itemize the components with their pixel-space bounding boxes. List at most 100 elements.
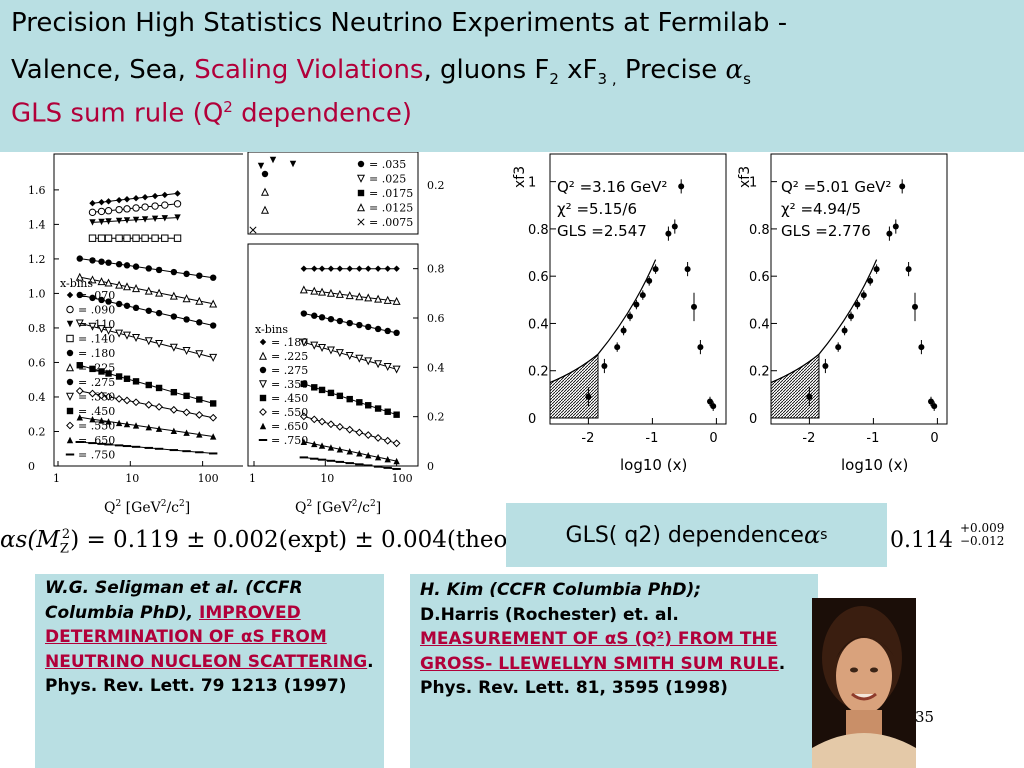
legend-marker: [65, 392, 75, 401]
legend-entry: = .070: [78, 289, 115, 302]
data-point: [89, 219, 96, 226]
title-gls-sum-rule: GLS sum rule (Q: [11, 98, 224, 129]
inset-point: [289, 160, 297, 168]
data-point: [183, 429, 190, 436]
data-point: [848, 313, 854, 320]
data-point: [678, 183, 685, 190]
formula-mz-square: 2: [61, 527, 71, 543]
chi2-annotation: χ² =5.15/6: [557, 200, 637, 218]
legend-marker: [357, 189, 365, 197]
data-point: [145, 265, 152, 272]
data-point: [75, 387, 84, 395]
data-point: [97, 234, 106, 242]
data-point: [299, 285, 308, 294]
data-point: [132, 334, 141, 343]
gls-annotation: GLS =2.776: [781, 222, 871, 240]
data-point: [335, 289, 344, 298]
inset-point: [269, 156, 277, 164]
legend-entry: = .550: [78, 420, 115, 433]
y-tick-label: 0.6: [28, 356, 46, 369]
data-point: [97, 391, 106, 400]
data-point: [346, 319, 353, 327]
data-point: [105, 298, 112, 305]
legend-entry: = .650: [78, 434, 115, 447]
data-point: [374, 405, 382, 412]
title-alpha-subscript: s: [743, 70, 751, 89]
data-point: [374, 265, 382, 272]
ref-seligman-journal: . Phys. Rev. Lett. 79 1213 (1997): [45, 651, 374, 697]
data-point: [115, 196, 123, 204]
gls-box-alpha: α: [803, 521, 821, 549]
y-tick-label: 0: [28, 460, 35, 473]
xf3-plot-q2-501: xf3 1 0.8 0.6 0.4 0.2 0 -2 -1 0 Q² =5.01 GeV² χ²…: [735, 152, 955, 482]
data-point: [155, 309, 163, 317]
data-point: [195, 350, 204, 359]
y-tick-label: 0.4: [528, 317, 549, 332]
q2-annotation: Q² =5.01 GeV²: [781, 178, 891, 196]
x-axis-label: log10 (x): [841, 456, 908, 474]
data-point: [97, 207, 106, 216]
gls-alpha-plus-error: +0.009: [959, 522, 1005, 535]
data-point: [161, 215, 169, 222]
data-point: [123, 262, 131, 269]
data-point: [374, 454, 382, 461]
title-xf3-subscript: 3 ,: [597, 70, 617, 89]
data-point: [169, 343, 178, 352]
data-point: [384, 408, 391, 415]
data-point: [104, 207, 113, 215]
data-point: [209, 353, 218, 362]
title-xf: xF: [558, 55, 598, 85]
data-point: [931, 403, 938, 410]
x-tick-label: 0: [709, 431, 717, 446]
alpha-s-result-formula: αs(MZ2) = 0.119 ± 0.002(expt) ± 0.004(th…: [0, 527, 548, 557]
data-point: [356, 450, 363, 457]
data-point: [161, 234, 169, 242]
title-valence-sea: Valence, Sea,: [11, 55, 195, 85]
gls-alpha-value: 0.114: [890, 528, 953, 553]
legend-entry: = .225: [78, 362, 115, 375]
legend-marker: [66, 407, 74, 415]
fit-curve: [92, 217, 178, 223]
data-point: [132, 304, 140, 312]
data-point: [384, 456, 391, 463]
legend-entry: = .450: [271, 392, 308, 405]
data-point: [89, 365, 96, 373]
legend-entry: = .140: [78, 333, 115, 346]
f2-plot-left: 1.6 1.4 1.2 1.0 0.8 0.6 0.4 0.2 0 1 10 100 x-bins …: [26, 152, 250, 522]
data-point: [183, 316, 190, 323]
f2-plot-right: 0.2 = .035 = .025 = .0175 = .0125 = .0075 0.…: [243, 152, 458, 522]
data-point: [365, 265, 372, 272]
data-point: [614, 344, 621, 351]
ref-seligman-title-link[interactable]: IMPROVED DETERMINATION OF αS FROM NEUTRI…: [45, 602, 368, 672]
data-point: [646, 277, 653, 284]
data-point: [364, 357, 373, 366]
data-point: [151, 215, 159, 223]
top-inset-frame: [247, 152, 419, 235]
data-point: [326, 346, 335, 355]
x-axis-label: Q2 [GeV2/c2]: [104, 499, 190, 516]
data-point: [89, 257, 96, 264]
data-point: [620, 327, 627, 334]
legend-marker: [356, 203, 366, 212]
y-tick-label: 0.2: [427, 411, 445, 424]
data-point: [88, 275, 97, 284]
x-tick-label: 1: [249, 472, 256, 485]
data-point: [318, 417, 326, 426]
x-tick-label: -1: [866, 431, 879, 446]
data-point: [115, 234, 123, 242]
x-axis-label: Q2 [GeV2/c2]: [295, 499, 381, 516]
inset-point: [260, 187, 270, 196]
ref-kim-title-link[interactable]: MEASUREMENT OF αS (Q²) FROM THE GROSS- L…: [420, 629, 779, 674]
y-axis-label: xf3: [512, 166, 528, 188]
slide-title-line2: Valence, Sea, Scaling Violations, gluons…: [11, 55, 751, 88]
data-point: [345, 351, 354, 360]
data-point: [299, 338, 308, 347]
data-point: [132, 422, 140, 429]
data-point: [115, 205, 123, 214]
legend-entry: = .275: [271, 364, 308, 377]
data-point: [98, 218, 105, 226]
data-point: [327, 444, 335, 451]
y-tick-label: 1.2: [28, 253, 46, 266]
legend-marker: [258, 380, 268, 389]
data-point: [196, 396, 203, 403]
